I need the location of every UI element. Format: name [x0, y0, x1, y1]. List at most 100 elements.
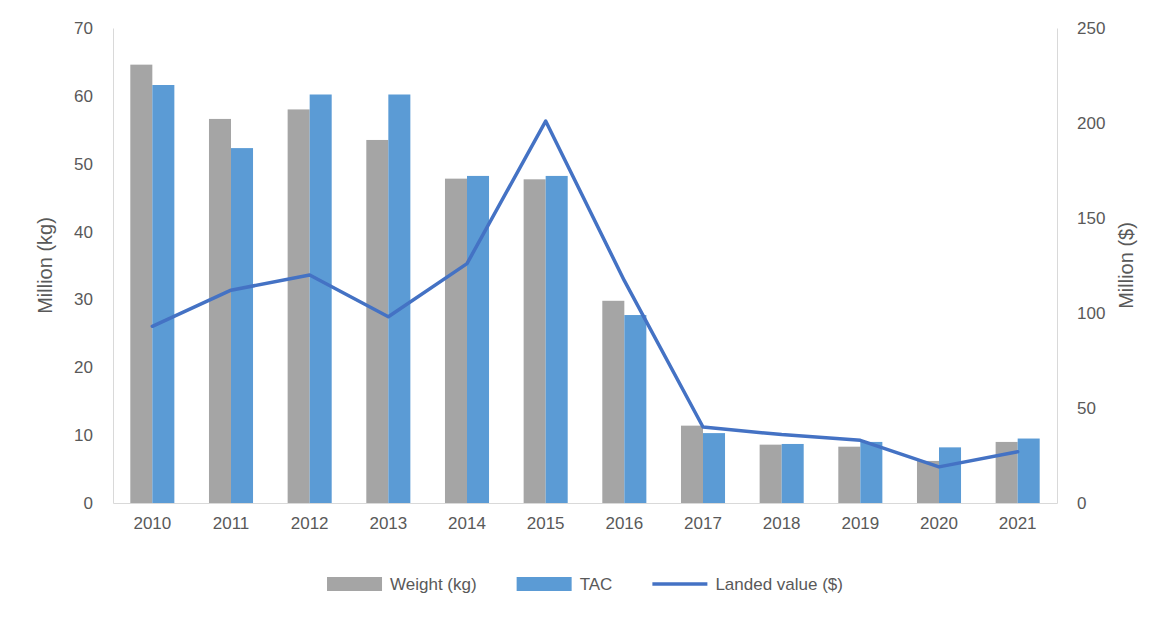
- tick: 250: [1057, 19, 1105, 38]
- bar: [782, 444, 804, 503]
- tick-mark: [107, 367, 113, 368]
- tick-label: 2021: [999, 514, 1037, 533]
- tick: 60: [74, 87, 113, 106]
- tick: 2018: [763, 503, 801, 533]
- tick: 40: [74, 223, 113, 242]
- bar: [152, 85, 174, 503]
- bar: [1018, 439, 1040, 503]
- bar: [760, 445, 782, 503]
- tick-mark: [1057, 408, 1063, 409]
- legend-label: Landed value ($): [715, 575, 843, 594]
- tick: 2019: [841, 503, 879, 533]
- bar: [602, 301, 624, 503]
- bar: [624, 315, 646, 503]
- tick: 20: [74, 358, 113, 377]
- legend-label: Weight (kg): [390, 575, 477, 594]
- tick-label: 250: [1077, 19, 1105, 38]
- bar: [445, 179, 467, 503]
- tick-label: 2012: [291, 514, 329, 533]
- plot-area: [130, 65, 1039, 503]
- tick: 2017: [684, 503, 722, 533]
- tick-label: 2013: [369, 514, 407, 533]
- bar: [860, 442, 882, 503]
- tick: 2013: [369, 503, 407, 533]
- tick-label: 2016: [605, 514, 643, 533]
- tick-label: 20: [74, 358, 93, 377]
- tick: 50: [1057, 399, 1096, 418]
- tick-label: 2015: [527, 514, 565, 533]
- legend-swatch: [517, 577, 572, 591]
- tick-label: 2011: [213, 514, 250, 533]
- bar: [681, 426, 703, 503]
- tick: 2012: [291, 503, 329, 533]
- tick: 2014: [448, 503, 486, 533]
- bar: [231, 148, 253, 503]
- tick: 2016: [605, 503, 643, 533]
- tick: 70: [74, 19, 113, 38]
- tick-label: 0: [1077, 494, 1086, 513]
- bar: [209, 119, 231, 503]
- tick-mark: [107, 28, 113, 29]
- chart: 0102030405060700501001502002502010201120…: [0, 0, 1170, 619]
- bar: [310, 95, 332, 504]
- tick: 150: [1057, 209, 1105, 228]
- tick-label: 2017: [684, 514, 722, 533]
- tick-label: 30: [74, 290, 93, 309]
- tick: 2021: [999, 503, 1037, 533]
- y2-axis: 0 50 100 150 200 250: [1057, 19, 1105, 513]
- tick: 200: [1057, 114, 1105, 133]
- tick-mark: [1057, 28, 1063, 29]
- legend-swatch: [327, 577, 382, 591]
- tick: 2015: [527, 503, 565, 533]
- tick-label: 2010: [133, 514, 171, 533]
- legend-label: TAC: [580, 575, 613, 594]
- tick-mark: [1057, 218, 1063, 219]
- axis-line: [113, 29, 114, 504]
- tick-label: 100: [1077, 304, 1105, 323]
- tick: 10: [74, 426, 113, 445]
- axis-title: Million ($): [1115, 222, 1137, 309]
- tick-mark: [107, 299, 113, 300]
- tick-label: 10: [74, 426, 93, 445]
- bar: [130, 65, 152, 503]
- legend-item: Weight (kg): [327, 575, 477, 594]
- tick-mark: [107, 232, 113, 233]
- x-axis: 2010 2011 2012 2013 2014 2015 2016 2017 2018 2019…: [114, 503, 1058, 533]
- axis-line: [1057, 29, 1058, 504]
- tick-label: 2019: [841, 514, 879, 533]
- line: [152, 121, 1017, 467]
- tick-label: 40: [74, 223, 93, 242]
- legend: Weight (kg) TAC Landed value ($): [327, 575, 843, 594]
- bar: [524, 179, 546, 503]
- bar: [546, 176, 568, 503]
- tick-label: 50: [1077, 399, 1096, 418]
- y-axis: 0 10 20 30 40 50 60 70: [74, 19, 113, 513]
- tick-label: 0: [84, 494, 93, 513]
- tick: 0: [84, 494, 113, 513]
- legend-item: Landed value ($): [652, 575, 843, 594]
- tick: 100: [1057, 304, 1105, 323]
- axis-line: [114, 503, 1058, 504]
- tick-label: 2018: [763, 514, 801, 533]
- legend-swatch: [652, 582, 707, 586]
- bar-series: [152, 85, 1039, 503]
- tick-mark: [107, 435, 113, 436]
- tick: 2011: [213, 503, 250, 533]
- tick-label: 70: [74, 19, 93, 38]
- tick-label: 50: [74, 155, 93, 174]
- tick-mark: [107, 96, 113, 97]
- bar: [939, 447, 961, 503]
- tick: 2020: [920, 503, 958, 533]
- bar: [838, 447, 860, 503]
- tick-mark: [1057, 123, 1063, 124]
- tick: 50: [74, 155, 113, 174]
- bar-series: [130, 65, 1017, 503]
- axis-title: Million (kg): [34, 217, 56, 314]
- tick-label: 2020: [920, 514, 958, 533]
- tick-mark: [1057, 503, 1063, 504]
- bar: [388, 95, 410, 504]
- tick-mark: [1057, 313, 1063, 314]
- tick: 0: [1057, 494, 1086, 513]
- tick-label: 2014: [448, 514, 486, 533]
- bar: [467, 176, 489, 503]
